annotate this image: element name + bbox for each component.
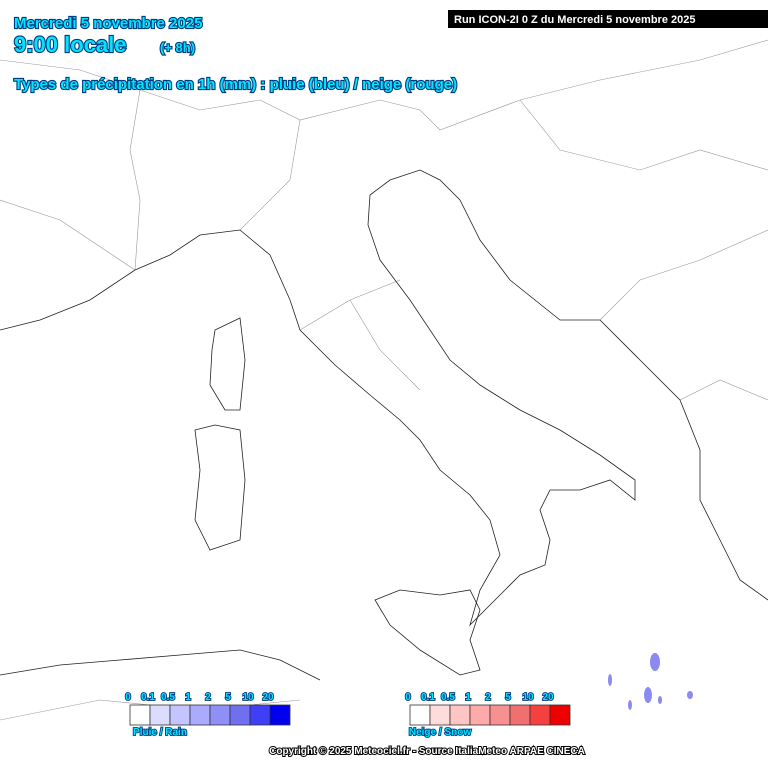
legend-label: 0.5 bbox=[161, 692, 175, 703]
legend-swatch bbox=[169, 704, 191, 726]
legend-label: 0 bbox=[405, 692, 411, 703]
legend-swatch bbox=[449, 704, 471, 726]
legend-swatch bbox=[429, 704, 451, 726]
legend-swatch bbox=[549, 704, 571, 726]
date: Mercredi 5 novembre 2025 bbox=[14, 15, 202, 32]
legend-swatch bbox=[129, 704, 151, 726]
legend-swatch bbox=[269, 704, 291, 726]
legend-swatch bbox=[249, 704, 271, 726]
legend-name: Pluie / Rain bbox=[133, 727, 187, 738]
legend-swatch bbox=[409, 704, 431, 726]
legend-swatch bbox=[529, 704, 551, 726]
legend-swatch bbox=[489, 704, 511, 726]
legend-swatch bbox=[469, 704, 491, 726]
run-box bbox=[448, 10, 768, 28]
legend-swatch bbox=[149, 704, 171, 726]
legend-label: 10 bbox=[522, 692, 534, 703]
legend-label: 10 bbox=[242, 692, 254, 703]
legend-label: 2 bbox=[205, 692, 211, 703]
legend-label: 2 bbox=[485, 692, 491, 703]
legend-label: 1 bbox=[185, 692, 191, 703]
time: 9:00 locale bbox=[14, 32, 127, 57]
legend-label: 0.1 bbox=[421, 692, 435, 703]
legend-swatch bbox=[229, 704, 251, 726]
legend-label: 0 bbox=[125, 692, 131, 703]
copyright: Copyright © 2025 Meteociel.fr - Source I… bbox=[269, 746, 585, 757]
legends: 0 0.1 0.5 1 2 5 10 20 Pluie / Rain 0 0.1 0.5 1 2 5 10 20… bbox=[124, 691, 571, 739]
legend-swatch bbox=[509, 704, 531, 726]
legend-label: 0.1 bbox=[141, 692, 155, 703]
legend-label: 1 bbox=[465, 692, 471, 703]
legend-name: Neige / Snow bbox=[409, 727, 471, 738]
legend-label: 20 bbox=[542, 692, 554, 703]
offset: (+ 8h) bbox=[160, 40, 195, 55]
legend-label: 0.5 bbox=[441, 692, 455, 703]
legend-swatch bbox=[189, 704, 211, 726]
legend-label: 5 bbox=[225, 692, 231, 703]
legend-label: 20 bbox=[262, 692, 274, 703]
rain-cells bbox=[608, 653, 693, 710]
subtitle: Types de précipitation en 1h (mm) : plui… bbox=[14, 76, 457, 93]
legend-label: 5 bbox=[505, 692, 511, 703]
legend-swatch bbox=[209, 704, 231, 726]
run-label: Run ICON-2I 0 Z du Mercredi 5 novembre 2… bbox=[454, 14, 695, 26]
